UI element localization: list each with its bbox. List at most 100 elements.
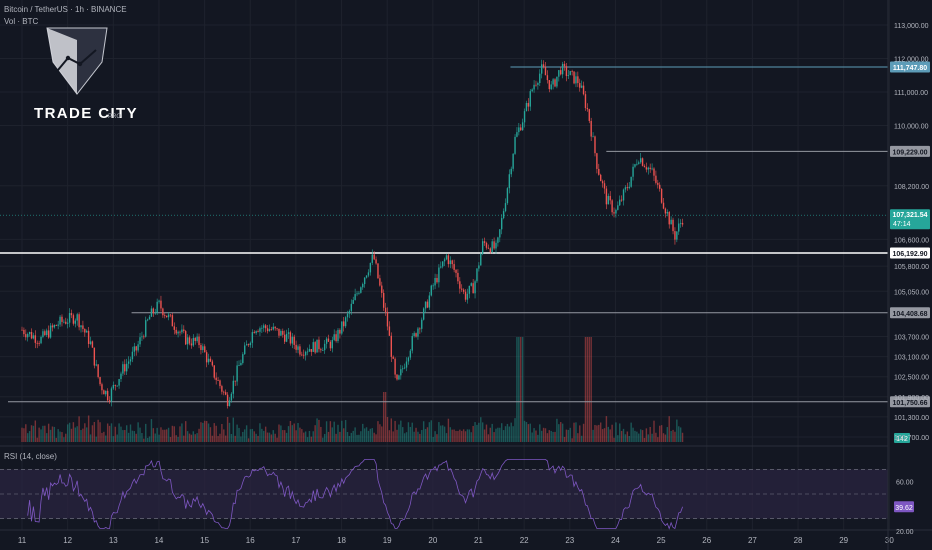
candle-body xyxy=(89,341,92,344)
candle-body xyxy=(605,188,608,205)
trade-city-logo: TRADE CITY PRO xyxy=(34,27,137,122)
volume-bar xyxy=(449,427,452,442)
volume-bar xyxy=(146,437,149,442)
candle-body xyxy=(70,313,73,316)
volume-legend[interactable]: Vol · BTC xyxy=(4,17,38,26)
candle-body xyxy=(87,330,90,344)
candle-body xyxy=(261,327,263,329)
current-price-label: 107,321.54 xyxy=(892,212,927,219)
volume-bar xyxy=(51,426,54,442)
volume-bar xyxy=(620,430,623,442)
candle-body xyxy=(51,325,54,328)
price-tick-label: 106,600.00 xyxy=(894,237,929,244)
candle-body xyxy=(34,335,37,343)
volume-bar xyxy=(217,436,219,442)
volume-bar xyxy=(518,337,520,442)
candle-body xyxy=(628,186,630,189)
candle-body xyxy=(676,231,678,240)
candle-body xyxy=(28,331,31,335)
candle-body xyxy=(592,136,594,138)
candle-body xyxy=(86,330,88,333)
volume-bar xyxy=(97,419,99,442)
price-tick-label: 103,100.00 xyxy=(894,355,929,362)
volume-bar xyxy=(272,430,274,442)
x-tick-label: 28 xyxy=(794,536,803,545)
candle-body xyxy=(411,336,413,351)
volume-bar xyxy=(65,433,67,442)
volume-bar xyxy=(619,423,621,442)
candle-body xyxy=(620,199,623,201)
volume-bar xyxy=(158,434,160,442)
volume-bar xyxy=(605,416,608,442)
candle-body xyxy=(379,278,381,286)
volume-bar xyxy=(365,427,368,442)
candle-body xyxy=(186,337,189,345)
candle-body xyxy=(91,341,94,348)
volume-bar xyxy=(502,430,505,442)
candle-body xyxy=(544,67,547,76)
volume-bar xyxy=(291,425,294,442)
volume-bar xyxy=(550,430,552,442)
candle-body xyxy=(603,183,606,189)
candle-body xyxy=(278,328,280,336)
candle-body xyxy=(655,175,657,183)
volume-bar xyxy=(657,437,659,442)
candle-body xyxy=(403,367,406,369)
candle-body xyxy=(84,328,86,333)
candle-body xyxy=(76,314,78,321)
volume-bar xyxy=(628,435,630,442)
candle-body xyxy=(158,300,160,302)
candle-body xyxy=(272,326,274,330)
volume-bar xyxy=(468,429,471,442)
volume-bar xyxy=(74,427,77,442)
candle-body xyxy=(308,349,311,352)
price-levels[interactable]: 111,747.80 109,229.00 106,192.90 104,408.68… xyxy=(0,61,930,408)
candle-body xyxy=(143,336,145,338)
volume-bar xyxy=(87,415,90,442)
volume-bar xyxy=(655,432,657,442)
candle-body xyxy=(318,339,320,350)
candle-body xyxy=(42,331,44,337)
candle-body xyxy=(282,330,284,335)
volume-bar xyxy=(472,425,474,442)
volume-bar xyxy=(527,424,530,442)
candle-body xyxy=(516,132,518,137)
volume-bar xyxy=(245,425,248,442)
candle-body xyxy=(74,320,77,324)
candle-body xyxy=(643,165,646,168)
candle-body xyxy=(175,329,177,334)
volume-bar xyxy=(584,337,587,442)
volume-bar xyxy=(108,425,111,442)
level-tag xyxy=(890,307,930,319)
price-tick-label: 113,000.00 xyxy=(894,23,929,30)
volume-bar xyxy=(181,423,183,442)
volume-bar xyxy=(61,432,63,442)
candle-body xyxy=(579,83,581,88)
candle-body xyxy=(622,189,625,201)
candle-body xyxy=(194,337,196,341)
volume-bar xyxy=(609,429,611,442)
volume-bar xyxy=(649,426,651,442)
symbol-title[interactable]: Bitcoin / TetherUS · 1h · BINANCE xyxy=(4,5,127,14)
volume-bar xyxy=(651,433,653,442)
candle-body xyxy=(546,75,549,81)
candle-body xyxy=(171,315,174,327)
volume-bar xyxy=(447,418,450,442)
volume-bar xyxy=(57,429,59,442)
volume-bar xyxy=(501,423,503,442)
candle-body xyxy=(499,229,501,238)
candle-body xyxy=(577,76,579,84)
volume-bar xyxy=(171,425,174,442)
volume-bar xyxy=(402,427,404,442)
volume-bar xyxy=(145,423,147,442)
candle-body xyxy=(280,330,282,336)
candle-body xyxy=(459,281,461,289)
volume-bar xyxy=(455,430,457,442)
volume-bar xyxy=(679,427,682,442)
volume-bar xyxy=(219,433,221,442)
rsi-legend[interactable]: RSI (14, close) xyxy=(4,452,57,461)
volume-bar xyxy=(582,423,585,442)
x-tick-label: 23 xyxy=(565,536,574,545)
